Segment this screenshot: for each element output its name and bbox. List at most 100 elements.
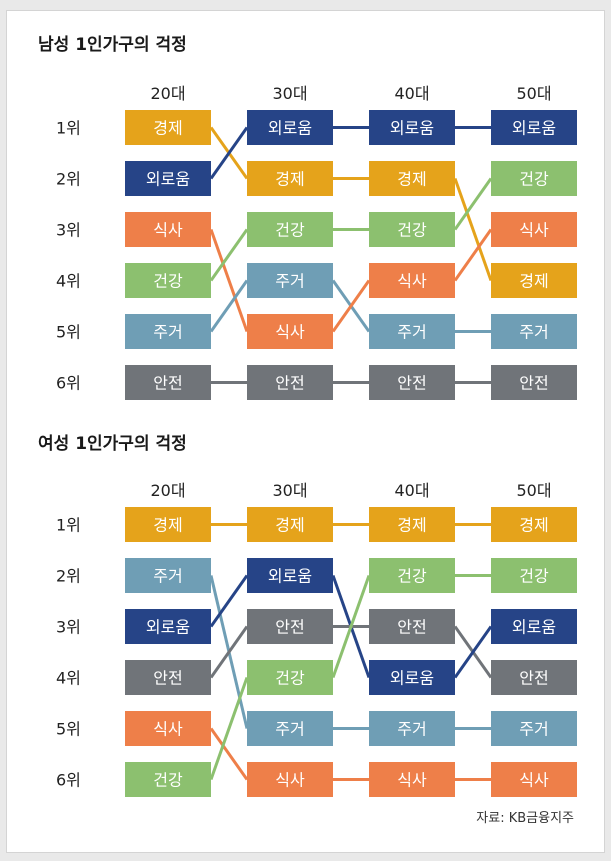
- rank-box-label: 건강: [519, 170, 549, 189]
- rank-box-label: 식사: [519, 771, 549, 790]
- rank-label: 3위: [56, 221, 81, 240]
- rank-box: [247, 110, 333, 145]
- rank-box-label: 안전: [153, 374, 182, 393]
- connector-line: [209, 574, 249, 628]
- rank-box: [125, 660, 211, 695]
- connector-line: [209, 126, 249, 180]
- connector-line: [453, 228, 493, 282]
- rank-box: [491, 660, 577, 695]
- rank-box-label: 건강: [153, 771, 183, 790]
- rank-label: 4위: [56, 669, 81, 688]
- connector-line: [331, 575, 371, 678]
- rank-box-label: 경제: [397, 516, 426, 535]
- rank-box-label: 건강: [397, 567, 427, 586]
- rank-box-label: 주거: [397, 323, 426, 342]
- column-label: 30대: [272, 481, 307, 500]
- connector-lines: [209, 126, 493, 384]
- connector-line: [209, 727, 249, 781]
- connector-line: [209, 625, 249, 679]
- connector-line: [209, 228, 249, 282]
- rank-box: [369, 365, 455, 400]
- column-label: 20대: [150, 481, 185, 500]
- rank-box: [125, 212, 211, 247]
- rank-box: [247, 212, 333, 247]
- rank-boxes: 경제주거외로움안전식사건강경제외로움안전건강주거식사경제건강안전외로움주거식사경…: [125, 507, 577, 797]
- rank-box: [125, 711, 211, 746]
- rank-label: 6위: [56, 771, 81, 790]
- rank-box: [125, 609, 211, 644]
- rank-box-label: 경제: [275, 170, 304, 189]
- rank-box: [369, 212, 455, 247]
- rank-box: [125, 507, 211, 542]
- rank-box-label: 경제: [519, 272, 548, 291]
- connector-line: [209, 677, 249, 780]
- column-label: 20대: [150, 84, 185, 103]
- rank-box: [491, 110, 577, 145]
- rank-box-label: 경제: [153, 119, 182, 138]
- rank-box-label: 외로움: [390, 669, 434, 688]
- column-label: 40대: [394, 481, 429, 500]
- rank-box: [369, 314, 455, 349]
- rank-box: [125, 558, 211, 593]
- rank-box: [369, 110, 455, 145]
- rank-box: [369, 558, 455, 593]
- rank-label: 2위: [56, 170, 81, 189]
- rank-box-label: 식사: [275, 323, 305, 342]
- connector-line: [209, 279, 249, 333]
- connector-line: [453, 177, 493, 231]
- rank-box: [247, 507, 333, 542]
- rank-box: [125, 161, 211, 196]
- rank-box-label: 경제: [519, 516, 548, 535]
- rank-box-label: 주거: [275, 720, 304, 739]
- rank-box: [369, 711, 455, 746]
- rank-box: [491, 263, 577, 298]
- rank-box-label: 외로움: [512, 119, 556, 138]
- rank-box-label: 외로움: [146, 170, 190, 189]
- rank-label: 2위: [56, 567, 81, 586]
- rank-box: [491, 711, 577, 746]
- rank-box: [247, 660, 333, 695]
- rank-box-label: 식사: [153, 720, 183, 739]
- rank-box-label: 외로움: [268, 119, 312, 138]
- rank-box: [491, 212, 577, 247]
- rank-box-label: 주거: [397, 720, 426, 739]
- connector-line: [331, 279, 371, 333]
- column-label: 40대: [394, 84, 429, 103]
- rank-box-label: 안전: [275, 618, 304, 637]
- column-label: 50대: [516, 84, 551, 103]
- rank-box: [491, 365, 577, 400]
- rank-label: 4위: [56, 272, 81, 291]
- rank-label: 1위: [56, 119, 81, 138]
- connector-line: [453, 625, 493, 679]
- rank-label: 5위: [56, 720, 81, 739]
- rank-box: [369, 609, 455, 644]
- rank-box: [247, 762, 333, 797]
- rank-box: [125, 263, 211, 298]
- rank-box-label: 외로움: [512, 618, 556, 637]
- rank-box: [491, 762, 577, 797]
- rank-label: 3위: [56, 618, 81, 637]
- rank-box-label: 외로움: [390, 119, 434, 138]
- rank-box: [247, 365, 333, 400]
- chart-title-female: 여성 1인가구의 걱정: [38, 434, 187, 454]
- rank-box: [247, 609, 333, 644]
- rank-box: [247, 711, 333, 746]
- rank-box-label: 경제: [153, 516, 182, 535]
- rank-box: [369, 161, 455, 196]
- rank-box-label: 주거: [275, 272, 304, 291]
- rank-box-label: 주거: [519, 720, 548, 739]
- rank-box-label: 건강: [153, 272, 183, 291]
- rank-box-label: 경제: [397, 170, 426, 189]
- rank-box: [125, 314, 211, 349]
- rank-box: [369, 660, 455, 695]
- rank-box: [491, 609, 577, 644]
- rank-box-label: 식사: [153, 221, 183, 240]
- rank-box: [247, 161, 333, 196]
- rank-box-label: 안전: [153, 669, 182, 688]
- rank-box: [369, 263, 455, 298]
- rank-box-label: 건강: [397, 221, 427, 240]
- rank-box-label: 건강: [519, 567, 549, 586]
- rank-box: [247, 263, 333, 298]
- rank-box-label: 주거: [153, 323, 182, 342]
- rank-box-label: 식사: [397, 272, 427, 291]
